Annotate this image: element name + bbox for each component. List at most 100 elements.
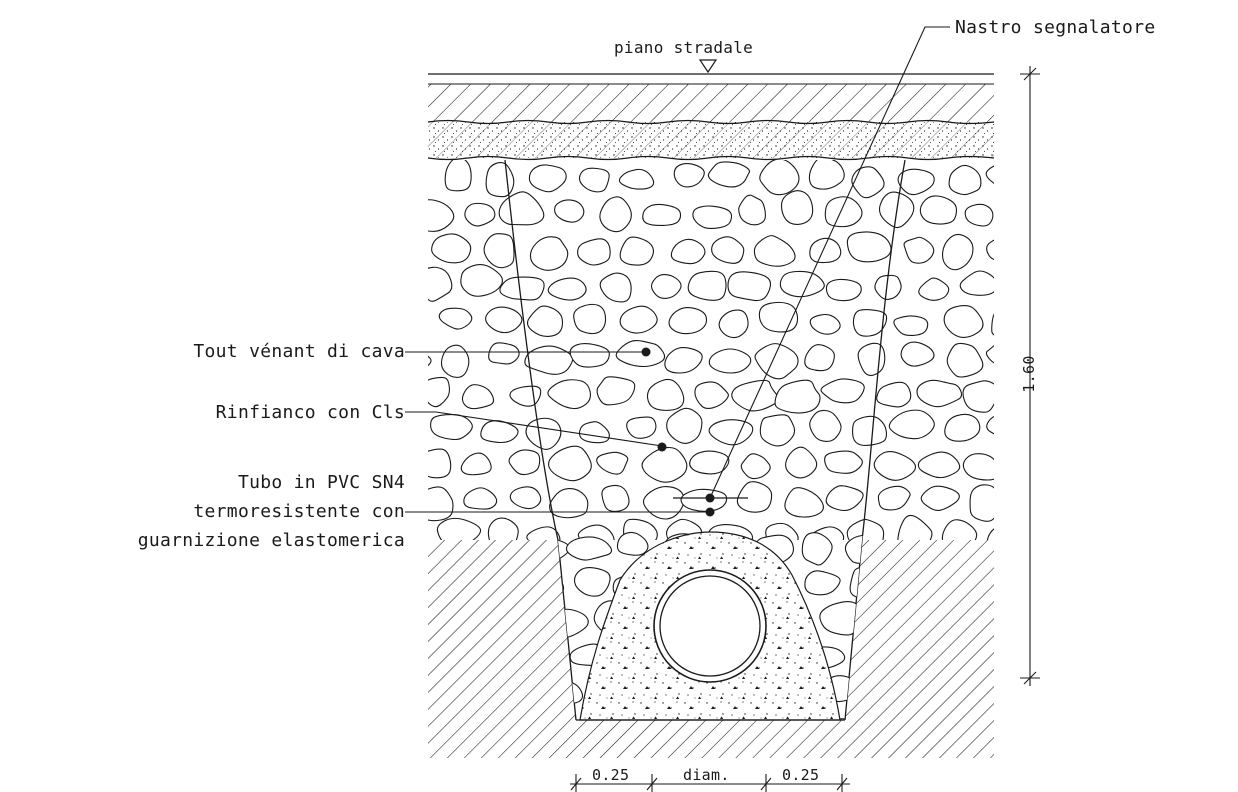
stone <box>740 453 771 480</box>
road-level-marker <box>698 59 718 74</box>
stone <box>664 346 703 374</box>
stone <box>460 264 504 297</box>
stone <box>578 167 610 193</box>
right-clearance-value: 0.25 <box>782 766 820 784</box>
stone <box>969 484 994 522</box>
stone <box>526 305 564 337</box>
stone <box>646 378 685 411</box>
stone <box>946 342 984 378</box>
stone <box>428 355 432 367</box>
stone <box>444 160 472 192</box>
stone <box>846 231 892 263</box>
stone <box>943 305 984 338</box>
stone <box>851 166 885 199</box>
stone <box>578 421 610 444</box>
stone <box>731 379 779 412</box>
depth-dimension-value: 1.60 <box>1020 355 1038 393</box>
stone <box>986 239 994 261</box>
diameter-value: diam. <box>683 766 730 784</box>
stone <box>897 514 933 540</box>
stone <box>528 164 567 193</box>
stone <box>774 379 821 414</box>
stone <box>464 202 496 227</box>
stone <box>641 446 688 483</box>
stone <box>428 486 454 522</box>
stone <box>431 233 472 264</box>
stone <box>547 379 592 410</box>
stone <box>903 236 935 264</box>
stone <box>874 274 902 300</box>
stone <box>387 161 422 190</box>
stone <box>619 236 655 266</box>
stone <box>779 270 825 298</box>
stone <box>727 271 772 302</box>
stone <box>498 191 545 226</box>
stone <box>487 517 519 540</box>
stone <box>825 278 862 302</box>
stone <box>736 481 773 513</box>
stone <box>873 451 917 481</box>
stone <box>824 196 863 228</box>
stone <box>1013 456 1057 483</box>
stone <box>759 160 800 196</box>
stone <box>801 532 833 566</box>
stone <box>986 415 994 435</box>
stone <box>599 196 632 233</box>
stone <box>888 409 935 440</box>
stone <box>554 199 585 223</box>
stone <box>596 376 636 406</box>
stone <box>483 233 515 269</box>
stone <box>784 487 824 518</box>
stone <box>986 528 994 540</box>
stone <box>642 203 682 226</box>
stone <box>430 414 473 441</box>
stone <box>485 306 523 334</box>
stone <box>754 343 799 380</box>
stone <box>573 303 607 335</box>
stone <box>565 536 613 561</box>
stone <box>809 409 842 442</box>
stone <box>694 381 729 410</box>
road-surface-layer <box>427 73 995 161</box>
stone <box>461 384 495 410</box>
stone <box>948 164 982 196</box>
stone <box>920 485 960 512</box>
stone <box>549 488 589 519</box>
leader-dots <box>641 347 715 517</box>
stone <box>626 416 657 439</box>
stone <box>959 270 994 296</box>
stone <box>985 165 994 184</box>
stone <box>670 238 706 265</box>
stone <box>897 168 935 196</box>
stone <box>941 233 974 271</box>
stone <box>436 517 482 540</box>
pvc-pipe <box>653 569 767 683</box>
stone <box>509 385 542 407</box>
stone <box>809 237 842 264</box>
stone <box>808 160 845 190</box>
stone <box>820 378 865 404</box>
stone <box>758 301 799 333</box>
stone <box>852 415 888 446</box>
stone <box>846 518 885 540</box>
stone <box>569 343 610 368</box>
stone <box>893 315 929 337</box>
stone <box>615 340 666 368</box>
stone <box>1013 486 1044 515</box>
concrete-haunch-label: Rinfianco con Cls <box>215 402 405 423</box>
stone <box>668 307 708 335</box>
stone <box>917 451 961 479</box>
stone <box>428 448 452 479</box>
stone <box>650 274 682 299</box>
stone <box>985 345 994 364</box>
road-surface-label: piano stradale <box>614 38 754 57</box>
stone <box>619 305 658 334</box>
stone <box>577 238 611 266</box>
stone <box>876 381 912 408</box>
stone <box>962 380 994 413</box>
stone <box>485 162 515 198</box>
stone <box>804 344 835 372</box>
stone <box>804 570 841 596</box>
stone <box>718 309 749 339</box>
